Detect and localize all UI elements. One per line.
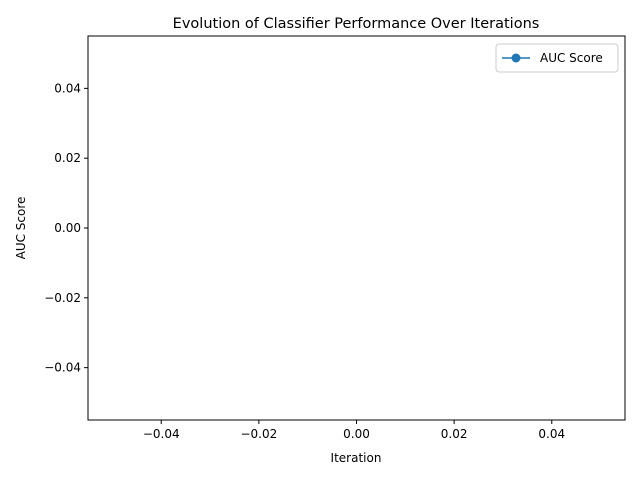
legend-marker-swatch — [511, 53, 521, 63]
x-tick-label: −0.04 — [143, 427, 180, 441]
x-tick-label: −0.02 — [240, 427, 277, 441]
chart-title: Evolution of Classifier Performance Over… — [173, 16, 540, 32]
x-axis-ticks: −0.04 −0.02 0.00 0.02 0.04 — [143, 420, 565, 441]
y-tick-label: 0.04 — [54, 81, 81, 95]
x-tick-label: 0.04 — [538, 427, 565, 441]
y-tick-label: 0.00 — [54, 221, 81, 235]
x-tick-label: 0.02 — [441, 427, 468, 441]
legend-label: AUC Score — [540, 51, 603, 65]
y-tick-label: 0.02 — [54, 151, 81, 165]
y-axis-ticks: −0.04 −0.02 0.00 0.02 0.04 — [44, 81, 88, 375]
legend-box — [495, 43, 619, 73]
y-tick-label: −0.04 — [44, 361, 81, 375]
plot-area — [87, 35, 626, 421]
x-axis-label: Iteration — [331, 451, 382, 465]
x-tick-label: 0.00 — [343, 427, 370, 441]
legend: AUC Score — [495, 43, 619, 73]
y-tick-label: −0.02 — [44, 291, 81, 305]
y-axis-label: AUC Score — [14, 197, 28, 260]
